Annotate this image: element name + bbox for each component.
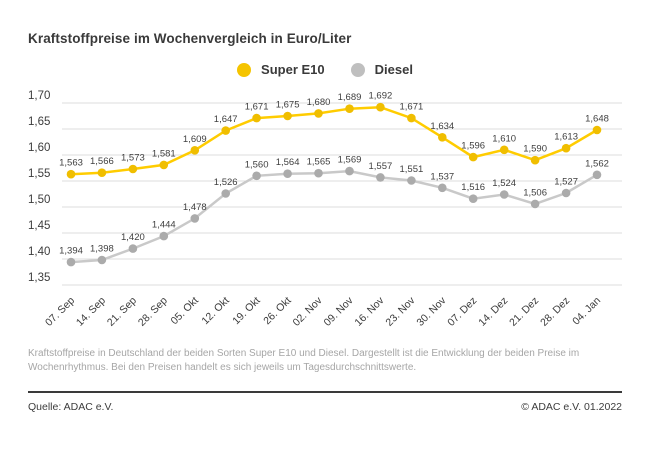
svg-text:1,581: 1,581 bbox=[152, 148, 176, 159]
legend-item-diesel: Diesel bbox=[350, 62, 413, 77]
diesel-swatch-icon bbox=[350, 62, 365, 77]
svg-text:1,537: 1,537 bbox=[430, 171, 454, 182]
svg-text:1,692: 1,692 bbox=[369, 91, 393, 102]
svg-text:1,566: 1,566 bbox=[90, 156, 114, 167]
svg-text:28. Dez: 28. Dez bbox=[538, 295, 572, 329]
svg-text:1,563: 1,563 bbox=[59, 158, 83, 169]
svg-text:1,560: 1,560 bbox=[245, 159, 269, 170]
svg-text:1,689: 1,689 bbox=[338, 92, 362, 103]
divider bbox=[28, 391, 622, 393]
super-e10-swatch-icon bbox=[237, 62, 252, 77]
chart-title: Kraftstoffpreise im Wochenvergleich in E… bbox=[28, 31, 352, 46]
svg-text:14. Sep: 14. Sep bbox=[74, 295, 108, 329]
svg-text:21. Dez: 21. Dez bbox=[507, 295, 541, 329]
svg-text:1,671: 1,671 bbox=[400, 102, 424, 113]
svg-text:1,506: 1,506 bbox=[523, 187, 547, 198]
svg-text:19. Okt: 19. Okt bbox=[230, 295, 262, 327]
svg-text:1,557: 1,557 bbox=[369, 161, 393, 172]
svg-text:14. Dez: 14. Dez bbox=[476, 295, 510, 329]
svg-text:12. Okt: 12. Okt bbox=[199, 295, 231, 327]
svg-text:1,564: 1,564 bbox=[276, 157, 300, 168]
svg-text:1,565: 1,565 bbox=[307, 157, 331, 168]
svg-text:1,60: 1,60 bbox=[28, 142, 50, 154]
copyright-label: © ADAC e.V. 01.2022 bbox=[521, 401, 622, 413]
svg-text:21. Sep: 21. Sep bbox=[105, 295, 139, 329]
svg-text:02. Nov: 02. Nov bbox=[291, 294, 326, 329]
svg-text:1,35: 1,35 bbox=[28, 272, 50, 284]
svg-text:28. Sep: 28. Sep bbox=[136, 295, 170, 329]
source-label: Quelle: ADAC e.V. bbox=[28, 401, 114, 413]
svg-text:1,610: 1,610 bbox=[492, 133, 516, 144]
svg-text:1,40: 1,40 bbox=[28, 246, 50, 258]
svg-text:09. Nov: 09. Nov bbox=[322, 294, 357, 329]
source-bar: Quelle: ADAC e.V. © ADAC e.V. 01.2022 bbox=[28, 401, 622, 413]
svg-text:1,516: 1,516 bbox=[461, 182, 485, 193]
svg-text:1,50: 1,50 bbox=[28, 194, 50, 206]
svg-text:1,647: 1,647 bbox=[214, 114, 238, 125]
svg-text:07. Sep: 07. Sep bbox=[43, 295, 77, 329]
svg-text:1,65: 1,65 bbox=[28, 116, 50, 128]
legend-item-super-e10: Super E10 bbox=[237, 62, 325, 77]
svg-text:1,478: 1,478 bbox=[183, 202, 207, 213]
legend-label-diesel: Diesel bbox=[374, 62, 413, 77]
chart-footnote: Kraftstoffpreise in Deutschland der beid… bbox=[28, 348, 580, 373]
svg-text:1,398: 1,398 bbox=[90, 244, 114, 255]
svg-text:16. Nov: 16. Nov bbox=[352, 294, 387, 329]
svg-text:07. Dez: 07. Dez bbox=[445, 295, 479, 329]
svg-text:1,527: 1,527 bbox=[554, 177, 578, 188]
svg-text:04. Jan: 04. Jan bbox=[570, 295, 603, 328]
svg-text:1,444: 1,444 bbox=[152, 220, 176, 231]
svg-text:05. Okt: 05. Okt bbox=[168, 295, 200, 327]
svg-text:1,634: 1,634 bbox=[430, 121, 454, 132]
svg-text:1,573: 1,573 bbox=[121, 153, 145, 164]
svg-text:23. Nov: 23. Nov bbox=[383, 294, 418, 329]
svg-text:1,420: 1,420 bbox=[121, 232, 145, 243]
svg-text:1,526: 1,526 bbox=[214, 177, 238, 188]
svg-text:1,70: 1,70 bbox=[28, 90, 50, 102]
svg-text:30. Nov: 30. Nov bbox=[414, 294, 449, 329]
svg-text:1,55: 1,55 bbox=[28, 168, 50, 180]
svg-text:26. Okt: 26. Okt bbox=[261, 295, 293, 327]
svg-text:1,394: 1,394 bbox=[59, 246, 83, 257]
svg-text:1,45: 1,45 bbox=[28, 220, 50, 232]
svg-text:1,648: 1,648 bbox=[585, 114, 609, 125]
chart-legend: Super E10 Diesel bbox=[0, 62, 650, 77]
svg-text:1,671: 1,671 bbox=[245, 102, 269, 113]
svg-text:1,680: 1,680 bbox=[307, 97, 331, 108]
svg-text:1,609: 1,609 bbox=[183, 134, 207, 145]
svg-text:1,562: 1,562 bbox=[585, 158, 609, 169]
svg-text:1,569: 1,569 bbox=[338, 155, 362, 166]
svg-text:1,551: 1,551 bbox=[400, 164, 424, 175]
svg-text:1,596: 1,596 bbox=[461, 141, 485, 152]
svg-text:1,590: 1,590 bbox=[523, 144, 547, 155]
svg-text:1,524: 1,524 bbox=[492, 178, 516, 189]
svg-text:1,675: 1,675 bbox=[276, 100, 300, 111]
svg-text:1,613: 1,613 bbox=[554, 132, 578, 143]
legend-label-super-e10: Super E10 bbox=[261, 62, 325, 77]
